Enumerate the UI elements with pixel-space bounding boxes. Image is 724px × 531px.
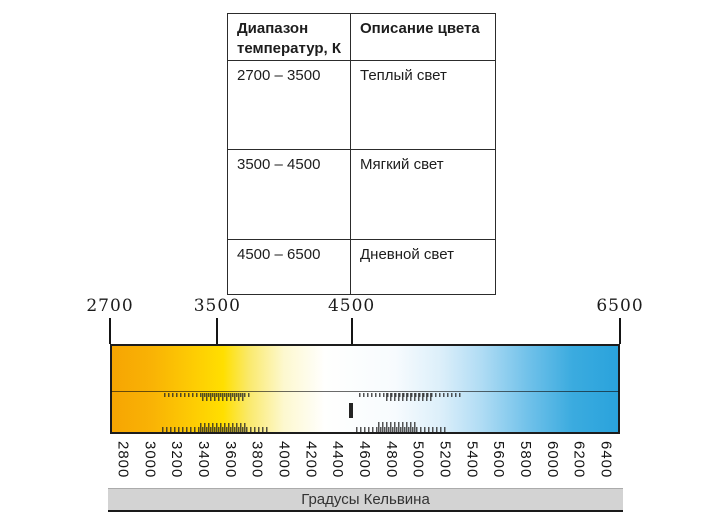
kelvin-bottom-label: 5800 <box>517 441 535 479</box>
kelvin-tick <box>619 318 621 344</box>
kelvin-top-label: 3500 <box>193 296 241 316</box>
kelvin-bottom-label: 3000 <box>141 441 159 479</box>
hatch-marks <box>200 423 248 432</box>
range-cell: 3500 – 4500 <box>227 148 351 240</box>
hatch-marks <box>386 393 432 401</box>
table-row: 2700 – 3500 Теплый свет <box>227 59 496 150</box>
kelvin-bottom-label: 4800 <box>382 441 400 479</box>
kelvin-bottom-label: 6200 <box>570 441 588 479</box>
kelvin-top-label: 2700 <box>86 296 134 316</box>
hatch-marks <box>202 393 244 401</box>
kelvin-bottom-label: 5400 <box>463 441 481 479</box>
hatch-marks <box>378 422 418 432</box>
table-row: 3500 – 4500 Мягкий свет <box>227 148 496 240</box>
kelvin-bottom-label: 3400 <box>194 441 212 479</box>
kelvin-bottom-label: 3800 <box>248 441 266 479</box>
kelvin-top-label: 4500 <box>327 296 376 316</box>
bar-midline <box>111 391 619 392</box>
kelvin-axis-title-text: Градусы Кельвина <box>301 491 430 508</box>
kelvin-bottom-label: 2800 <box>114 441 132 479</box>
kelvin-bottom-label: 4600 <box>356 441 373 479</box>
kelvin-bottom-label: 3200 <box>168 441 186 479</box>
col-header-description: Описание цвета <box>350 13 496 61</box>
kelvin-bottom-label: 5200 <box>436 441 454 479</box>
kelvin-bottom-label: 4000 <box>275 441 293 479</box>
kelvin-bottom-label: 6400 <box>597 441 615 479</box>
kelvin-bottom-label: 4400 <box>329 441 347 479</box>
description-cell: Мягкий свет <box>350 148 496 240</box>
kelvin-bottom-label: 5000 <box>409 441 427 479</box>
kelvin-bottom-label: 4200 <box>302 441 320 479</box>
table-header-row: Диапазон температур, К Описание цвета <box>227 13 496 61</box>
table-row: 4500 – 6500 Дневной свет <box>227 238 496 295</box>
col-header-range: Диапазон температур, К <box>227 13 351 61</box>
range-cell: 4500 – 6500 <box>227 238 351 295</box>
kelvin-axis-title: Градусы Кельвина <box>108 488 623 512</box>
description-cell: Дневной свет <box>350 238 496 295</box>
kelvin-bottom-label: 6000 <box>543 441 561 479</box>
dash-marker <box>349 403 353 418</box>
description-cell: Теплый свет <box>350 59 496 150</box>
kelvin-tick <box>109 318 111 344</box>
kelvin-bottom-label: 3600 <box>221 441 239 479</box>
gradient-bar <box>110 344 620 434</box>
temperature-table: Диапазон температур, К Описание цвета 27… <box>227 13 496 295</box>
range-cell: 2700 – 3500 <box>227 59 351 150</box>
kelvin-bottom-label: 5600 <box>490 441 508 479</box>
kelvin-top-label: 6500 <box>596 296 644 316</box>
